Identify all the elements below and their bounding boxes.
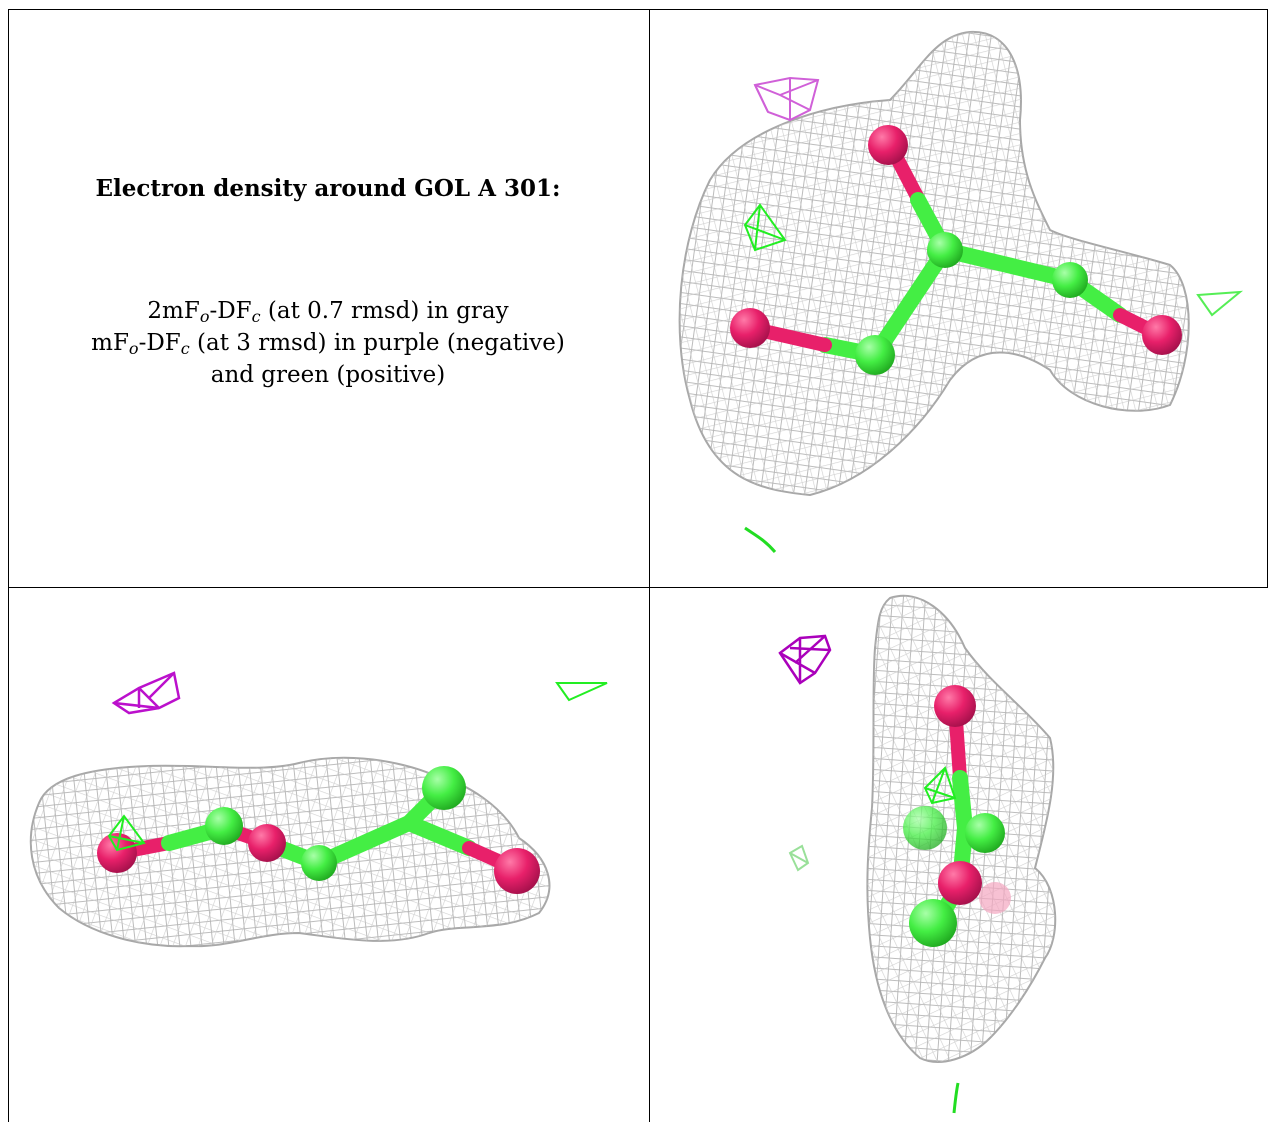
caption-title: Electron density around GOL A 301: <box>95 175 561 202</box>
caption-text: -DF <box>209 298 252 324</box>
caption-text: -DF <box>138 330 181 356</box>
table-row-divider <box>8 587 1268 588</box>
oxygen-atom <box>97 833 137 873</box>
fofc-negative-blob <box>111 671 181 715</box>
caption-line-colors: and green (positive) <box>210 362 446 388</box>
carbon-atom <box>965 813 1005 853</box>
carbon-atom <box>909 899 957 947</box>
caption-text: mF <box>91 330 129 356</box>
density-view-top-right <box>650 10 1267 587</box>
fofc-positive-blob <box>744 526 777 553</box>
caption-text: 2mF <box>147 298 200 324</box>
carbon-atom <box>205 807 243 845</box>
density-view-bottom-right-figure <box>778 594 1057 1114</box>
subscript: c <box>180 339 190 358</box>
fofc-positive-blob <box>952 1082 960 1114</box>
carbon-atom <box>422 766 466 810</box>
subscript: o <box>199 307 210 326</box>
fofc-negative-blob <box>753 76 820 122</box>
caption-text: (at 3 rmsd) in purple (negative) <box>189 330 565 356</box>
caption-cell: Electron density around GOL A 301: 2mFo-… <box>8 10 648 586</box>
fofc-positive-blob <box>107 814 146 852</box>
caption-body: 2mFo-DFc (at 0.7 rmsd) in gray mFo-DFc (… <box>8 295 648 391</box>
carbon-atom <box>1052 262 1088 298</box>
caption-text: (at 0.7 rmsd) in gray <box>260 298 509 324</box>
oxygen-atom <box>494 848 540 894</box>
oxygen-atom <box>938 861 982 905</box>
subscript: o <box>128 339 139 358</box>
oxygen-atom <box>979 882 1011 914</box>
carbon-atom <box>301 845 337 881</box>
table-right-border <box>1267 9 1268 587</box>
oxygen-atom <box>730 308 770 348</box>
fofc-positive-blob <box>743 203 787 252</box>
carbon-atom <box>903 806 947 850</box>
density-view-bottom-right <box>650 588 1267 1122</box>
fofc-positive-blob <box>788 844 810 872</box>
carbon-atom <box>855 335 895 375</box>
fofc-positive-blob <box>923 766 957 805</box>
carbon-atom <box>927 232 963 268</box>
table-top-border <box>8 9 1268 10</box>
density-view-bottom-left-figure <box>29 671 608 948</box>
caption-line-2fofc: 2mFo-DFc (at 0.7 rmsd) in gray <box>8 295 648 327</box>
fofc-negative-blob <box>778 634 832 685</box>
oxygen-atom <box>934 685 976 727</box>
density-view-bottom-left <box>9 588 649 1122</box>
table-middle-divider <box>649 9 650 1122</box>
fofc-positive-blob <box>555 682 608 702</box>
density-view-top-right-figure <box>678 30 1244 553</box>
caption-line-fofc: mFo-DFc (at 3 rmsd) in purple (negative) <box>8 327 648 359</box>
oxygen-atom <box>868 125 908 165</box>
fofc-positive-blob <box>1196 290 1244 317</box>
subscript: c <box>251 307 261 326</box>
table-left-border <box>8 9 9 1122</box>
oxygen-atom <box>1142 315 1182 355</box>
oxygen-atom <box>248 824 286 862</box>
